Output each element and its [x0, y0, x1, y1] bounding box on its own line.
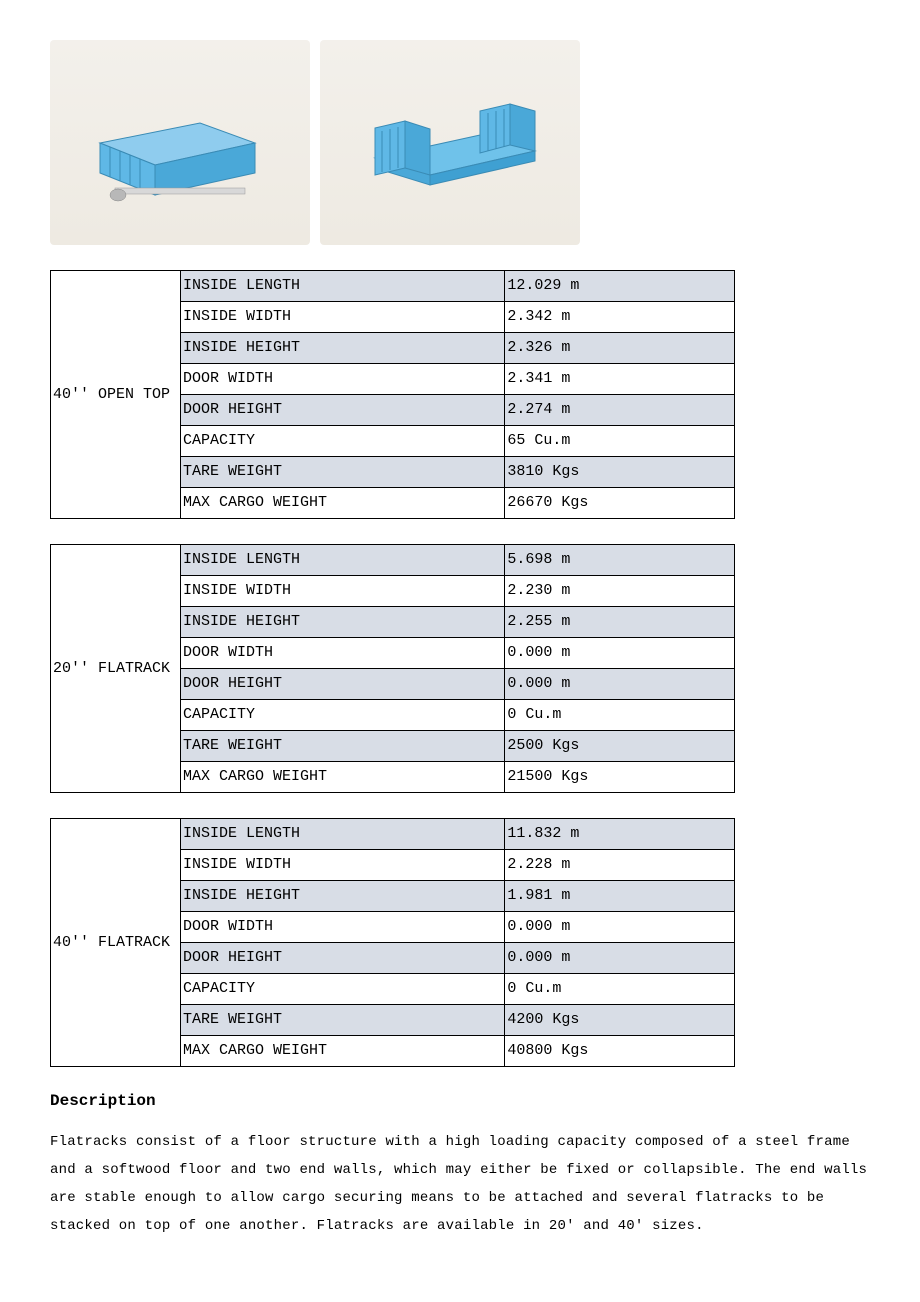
- value-cell: 0.000 m: [505, 943, 735, 974]
- page-container: 40'' OPEN TOPINSIDE LENGTH12.029 mINSIDE…: [50, 40, 870, 1240]
- images-row: [50, 40, 870, 245]
- value-cell: 0.000 m: [505, 669, 735, 700]
- attr-cell: MAX CARGO WEIGHT: [180, 488, 504, 519]
- attr-cell: DOOR HEIGHT: [180, 395, 504, 426]
- value-cell: 5.698 m: [505, 545, 735, 576]
- attr-cell: DOOR HEIGHT: [180, 943, 504, 974]
- spec-table: 40'' FLATRACKINSIDE LENGTH11.832 mINSIDE…: [50, 818, 735, 1067]
- container-flat-rack-icon: [350, 73, 550, 213]
- table-row: 20'' FLATRACKINSIDE LENGTH5.698 m: [51, 545, 735, 576]
- value-cell: 3810 Kgs: [505, 457, 735, 488]
- attr-cell: CAPACITY: [180, 426, 504, 457]
- value-cell: 21500 Kgs: [505, 762, 735, 793]
- attr-cell: CAPACITY: [180, 974, 504, 1005]
- attr-cell: INSIDE WIDTH: [180, 850, 504, 881]
- value-cell: 4200 Kgs: [505, 1005, 735, 1036]
- attr-cell: DOOR WIDTH: [180, 912, 504, 943]
- table-row: 40'' FLATRACKINSIDE LENGTH11.832 m: [51, 819, 735, 850]
- attr-cell: DOOR WIDTH: [180, 364, 504, 395]
- value-cell: 1.981 m: [505, 881, 735, 912]
- table-row-header: 40'' OPEN TOP: [51, 271, 181, 519]
- attr-cell: INSIDE HEIGHT: [180, 607, 504, 638]
- attr-cell: INSIDE HEIGHT: [180, 333, 504, 364]
- value-cell: 0 Cu.m: [505, 700, 735, 731]
- open-top-container-image: [50, 40, 310, 245]
- container-open-top-icon: [80, 73, 280, 213]
- spec-table: 40'' OPEN TOPINSIDE LENGTH12.029 mINSIDE…: [50, 270, 735, 519]
- attr-cell: CAPACITY: [180, 700, 504, 731]
- attr-cell: MAX CARGO WEIGHT: [180, 762, 504, 793]
- value-cell: 0.000 m: [505, 912, 735, 943]
- value-cell: 2.341 m: [505, 364, 735, 395]
- value-cell: 2.326 m: [505, 333, 735, 364]
- value-cell: 0.000 m: [505, 638, 735, 669]
- flat-rack-container-image: [320, 40, 580, 245]
- value-cell: 0 Cu.m: [505, 974, 735, 1005]
- value-cell: 40800 Kgs: [505, 1036, 735, 1067]
- value-cell: 2.230 m: [505, 576, 735, 607]
- value-cell: 2500 Kgs: [505, 731, 735, 762]
- description-body: Flatracks consist of a floor structure w…: [50, 1128, 870, 1240]
- attr-cell: MAX CARGO WEIGHT: [180, 1036, 504, 1067]
- table-row-header: 40'' FLATRACK: [51, 819, 181, 1067]
- attr-cell: TARE WEIGHT: [180, 457, 504, 488]
- attr-cell: DOOR HEIGHT: [180, 669, 504, 700]
- attr-cell: INSIDE WIDTH: [180, 302, 504, 333]
- value-cell: 2.274 m: [505, 395, 735, 426]
- value-cell: 2.228 m: [505, 850, 735, 881]
- attr-cell: INSIDE LENGTH: [180, 819, 504, 850]
- value-cell: 65 Cu.m: [505, 426, 735, 457]
- spec-table: 20'' FLATRACKINSIDE LENGTH5.698 mINSIDE …: [50, 544, 735, 793]
- description-heading: Description: [50, 1092, 870, 1110]
- value-cell: 12.029 m: [505, 271, 735, 302]
- table-row: 40'' OPEN TOPINSIDE LENGTH12.029 m: [51, 271, 735, 302]
- value-cell: 26670 Kgs: [505, 488, 735, 519]
- attr-cell: TARE WEIGHT: [180, 1005, 504, 1036]
- table-row-header: 20'' FLATRACK: [51, 545, 181, 793]
- attr-cell: TARE WEIGHT: [180, 731, 504, 762]
- attr-cell: INSIDE WIDTH: [180, 576, 504, 607]
- attr-cell: DOOR WIDTH: [180, 638, 504, 669]
- tables-region: 40'' OPEN TOPINSIDE LENGTH12.029 mINSIDE…: [50, 270, 870, 1067]
- value-cell: 2.342 m: [505, 302, 735, 333]
- attr-cell: INSIDE LENGTH: [180, 545, 504, 576]
- value-cell: 11.832 m: [505, 819, 735, 850]
- attr-cell: INSIDE HEIGHT: [180, 881, 504, 912]
- attr-cell: INSIDE LENGTH: [180, 271, 504, 302]
- value-cell: 2.255 m: [505, 607, 735, 638]
